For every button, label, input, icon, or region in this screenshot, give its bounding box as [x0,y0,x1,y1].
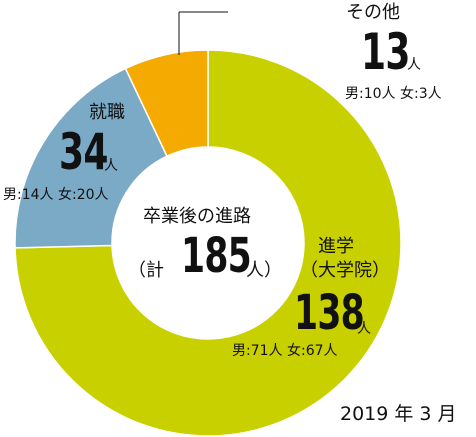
date-label: 2019 年 3 月 [340,403,457,425]
slice-label-shushoku: 就職 [89,102,125,123]
slice-label-shingaku: 進学 [318,236,354,257]
slice-value-sonota: 13 [361,23,410,81]
slice-shushoku [14,67,168,249]
total-suffix: 人） [246,260,282,281]
slice-detail-shushoku: 男:14人 女:20人 [3,187,109,203]
slice-detail-shingaku: 男:71人 女:67人 [232,343,338,359]
slice-unit-shingaku: 人 [357,321,371,337]
chart-title: 卒業後の進路 [143,206,251,227]
slice-unit-shushoku: 人 [104,158,118,174]
slice-value-shushoku: 34 [59,123,108,181]
slice-sublabel-shingaku: （大学院） [300,260,390,281]
slice-unit-sonota: 人 [407,57,421,73]
slice-sonota [124,49,209,158]
total-value: 185 [181,228,252,284]
slice-detail-sonota: 男:10人 女:3人 [345,86,442,102]
slice-shingaku [14,49,402,437]
total-prefix: （計 [128,260,164,281]
slice-label-sonota: その他 [346,2,400,23]
slice-value-shingaku: 138 [294,285,365,341]
